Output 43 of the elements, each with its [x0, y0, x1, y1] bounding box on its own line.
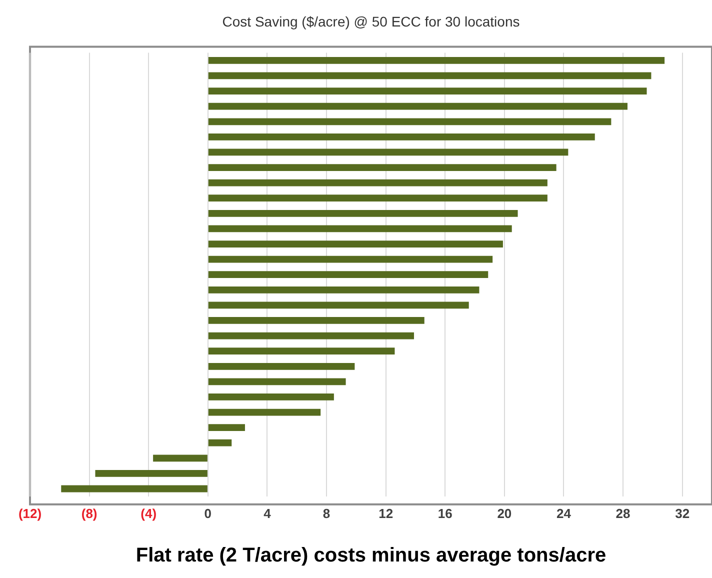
x-tick-label: 12 — [378, 506, 394, 521]
bar — [208, 72, 652, 80]
bar — [208, 179, 548, 186]
x-axis-title: Flat rate (2 T/acre) costs minus average tons/acre — [136, 544, 606, 567]
bar — [208, 424, 245, 432]
bar — [208, 394, 334, 400]
x-tick-label: (8) — [81, 506, 98, 521]
bar — [208, 88, 647, 94]
bar — [208, 362, 355, 370]
x-tick-label: (4) — [140, 506, 157, 521]
bar — [208, 148, 568, 156]
bar — [208, 302, 469, 309]
x-tick-label: 4 — [264, 506, 272, 521]
bar — [153, 454, 208, 462]
bar — [208, 240, 503, 248]
bar — [208, 256, 493, 263]
bar — [208, 271, 488, 278]
bar — [95, 470, 208, 477]
x-tick-label: 32 — [675, 506, 690, 521]
bar — [208, 348, 395, 355]
x-tick-label: 28 — [616, 506, 630, 521]
bar — [208, 332, 414, 340]
bar — [208, 210, 518, 217]
x-tick-label: (12) — [18, 506, 42, 521]
bar — [208, 286, 480, 294]
bar — [208, 225, 512, 232]
bar — [208, 164, 556, 171]
bar — [208, 102, 628, 110]
chart-title: Cost Saving ($/acre) @ 50 ECC for 30 locations — [222, 13, 520, 30]
x-tick-label: 8 — [322, 506, 330, 521]
x-tick-label: 24 — [556, 506, 572, 521]
bar — [208, 133, 595, 140]
bar — [208, 194, 548, 202]
bar — [208, 378, 346, 386]
bar — [208, 408, 321, 416]
bar — [208, 57, 665, 64]
x-tick-label: 0 — [204, 506, 212, 521]
bar — [208, 118, 612, 126]
x-tick-label: 20 — [497, 506, 512, 521]
bar — [208, 317, 424, 324]
bar — [208, 439, 232, 446]
bar — [61, 485, 208, 492]
x-tick-label: 16 — [438, 506, 452, 521]
